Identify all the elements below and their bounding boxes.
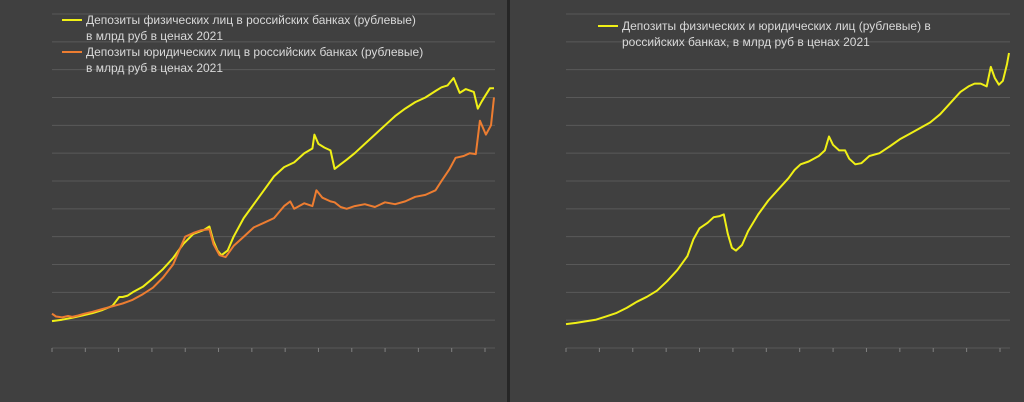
series-line-0 [565,52,1010,326]
legend-text-line: Депозиты физических и юридических лиц (р… [622,19,931,33]
series-line-0 [51,77,494,323]
legend-text-line: в млрд руб в ценах 2021 [86,29,223,43]
legend-text-line: российских банках, в млрд руб в ценах 20… [622,35,870,49]
chart-panel-total-deposits: Депозиты физических и юридических лиц (р… [510,0,1024,402]
legend-entry-0: Депозиты физических и юридических лиц (р… [622,19,931,49]
legend-text-line: в млрд руб в ценах 2021 [86,61,223,75]
series-line-1 [51,97,495,319]
deposits-chart-left: Депозиты физических лиц в российских бан… [51,13,495,352]
legend-entry-0: Депозиты физических лиц в российских бан… [86,13,416,43]
legend-text-line: Депозиты физических лиц в российских бан… [86,13,416,27]
deposits-chart-right: Депозиты физических и юридических лиц (р… [565,13,1010,352]
legend-text-line: Депозиты юридических лиц в российских ба… [86,45,423,59]
legend-entry-1: Депозиты юридических лиц в российских ба… [86,45,423,75]
chart-panel-individual-corporate-deposits: Депозиты физических лиц в российских бан… [0,0,507,402]
